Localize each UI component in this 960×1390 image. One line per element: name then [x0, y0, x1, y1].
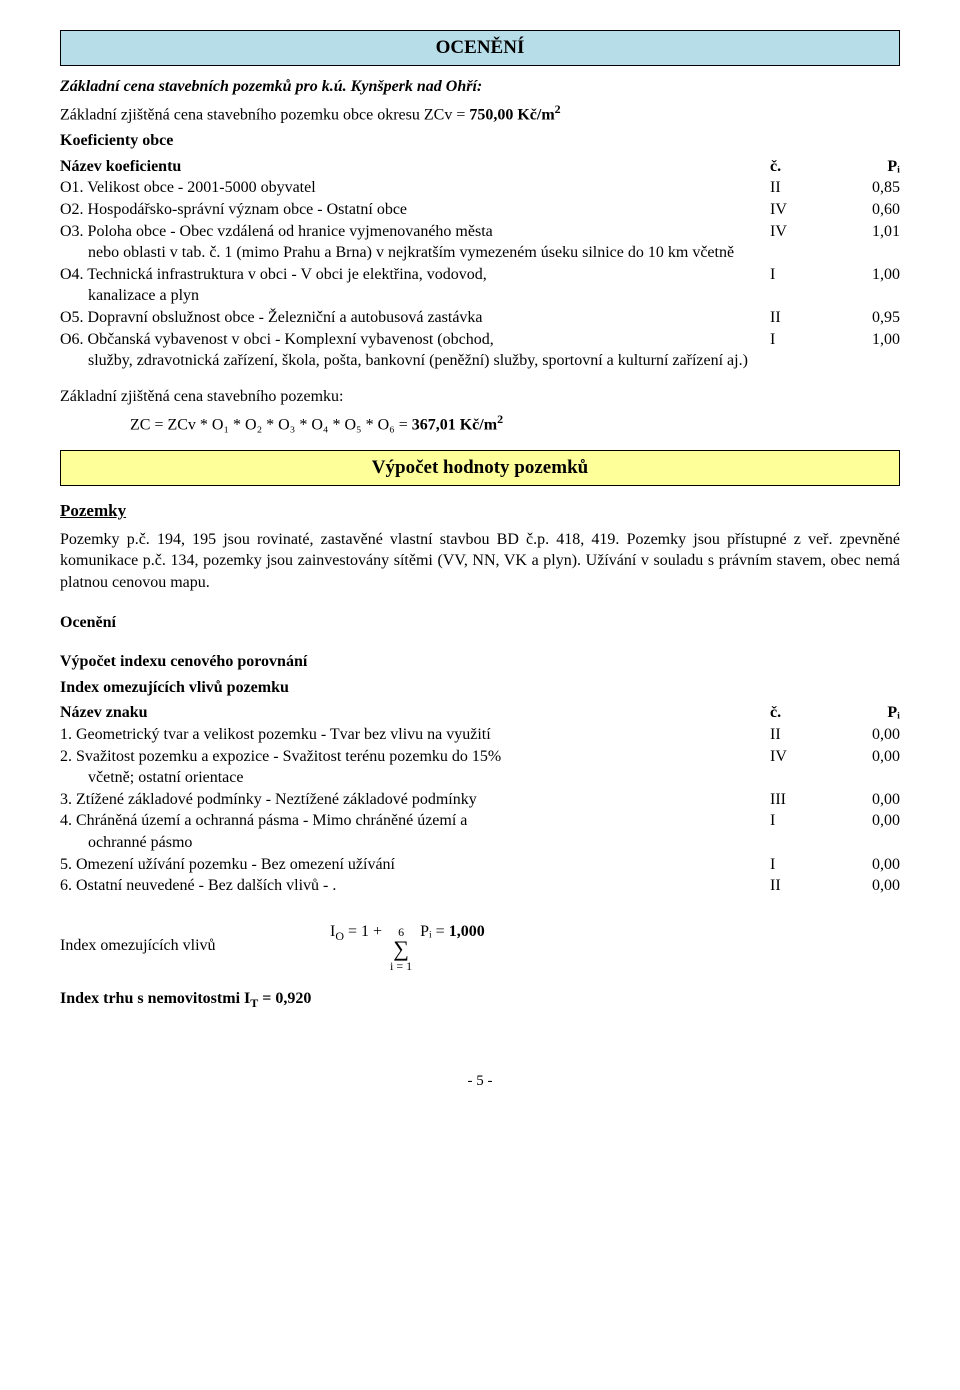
sigma-symbol: ∑: [393, 938, 409, 960]
table-row: O1. Velikost obce - 2001-5000 obyvatelII…: [60, 177, 900, 199]
znak-header-p: Pᵢ: [840, 702, 900, 724]
row-c: IV: [770, 746, 840, 768]
table-row: 2. Svažitost pozemku a expozice - Svažit…: [60, 746, 900, 768]
row-name: 6. Ostatní neuvedené - Bez dalších vlivů…: [60, 875, 770, 897]
koef-header-c: č.: [770, 156, 840, 178]
table-row: O2. Hospodářsko-správní význam obce - Os…: [60, 199, 900, 221]
row-name: 1. Geometrický tvar a velikost pozemku -…: [60, 724, 770, 746]
sigma-lead: Index omezujících vlivů: [60, 935, 330, 957]
row-p: 1,01: [840, 221, 900, 243]
table-row: 6. Ostatní neuvedené - Bez dalších vlivů…: [60, 875, 900, 897]
sigma-bottom: i = 1: [390, 960, 412, 972]
row-name: O3. Poloha obce - Obec vzdálená od hrani…: [60, 221, 770, 243]
it-a: Index trhu s nemovitostmi I: [60, 990, 250, 1007]
sigma-mid: = 1 +: [344, 923, 386, 940]
koef-rows: O1. Velikost obce - 2001-5000 obyvatelII…: [60, 177, 900, 371]
row-name: 2. Svažitost pozemku a expozice - Svažit…: [60, 746, 770, 768]
znak-header-row: Název znaku č. Pᵢ: [60, 702, 900, 724]
pozemky-heading: Pozemky: [60, 500, 900, 523]
row-p: 0,00: [840, 854, 900, 876]
formula-zc-a: ZC = ZCv * O₁ * O₂ * O₃ * O₄ * O₅ * O₆ =: [130, 417, 412, 434]
row-c: I: [770, 810, 840, 832]
row-c: II: [770, 177, 840, 199]
table-row: 5. Omezení užívání pozemku - Bez omezení…: [60, 854, 900, 876]
row-name-cont: ochranné pásmo: [60, 832, 900, 854]
row-name-cont: včetně; ostatní orientace: [60, 767, 900, 789]
sigma-val: 1,000: [449, 923, 485, 940]
row-name: O6. Občanská vybavenost v obci - Komplex…: [60, 329, 770, 351]
znak-header-c: č.: [770, 702, 840, 724]
row-c: IV: [770, 199, 840, 221]
row-c: II: [770, 875, 840, 897]
znak-rows: 1. Geometrický tvar a velikost pozemku -…: [60, 724, 900, 897]
koef-header-name: Název koeficientu: [60, 156, 770, 178]
formula-zc-b: 367,01 Kč/m: [412, 417, 497, 434]
row-name: 5. Omezení užívání pozemku - Bez omezení…: [60, 854, 770, 876]
table-row: 3. Ztížené základové podmínky - Neztížen…: [60, 789, 900, 811]
row-c: III: [770, 789, 840, 811]
formula-zc-expr: ZC = ZCv * O₁ * O₂ * O₃ * O₄ * O₅ * O₆ =…: [60, 411, 900, 436]
row-name-cont: nebo oblasti v tab. č. 1 (mimo Prahu a B…: [60, 242, 900, 264]
row-name-cont: kanalizace a plyn: [60, 285, 900, 307]
formula-zc: Základní zjištěná cena stavebního pozemk…: [60, 386, 900, 437]
koef-header-row: Název koeficientu č. Pᵢ: [60, 156, 900, 178]
oceneni-sub1: Výpočet indexu cenového porovnání: [60, 651, 900, 673]
line-zcv-val: 750,00 Kč/m: [469, 107, 554, 124]
table-row: O6. Občanská vybavenost v obci - Komplex…: [60, 329, 900, 351]
koef-obce-label: Koeficienty obce: [60, 130, 900, 152]
znak-header-name: Název znaku: [60, 702, 770, 724]
row-c: IV: [770, 221, 840, 243]
row-p: 1,00: [840, 329, 900, 351]
row-c: I: [770, 854, 840, 876]
page-footer: - 5 -: [60, 1071, 900, 1091]
row-c: II: [770, 724, 840, 746]
table-row: 1. Geometrický tvar a velikost pozemku -…: [60, 724, 900, 746]
sigma-stack: 6∑i = 1: [390, 926, 412, 972]
row-name-cont: služby, zdravotnická zařízení, škola, po…: [60, 350, 900, 372]
row-name: O5. Dopravní obslužnost obce - Železničn…: [60, 307, 770, 329]
formula-zc-lead: Základní zjištěná cena stavebního pozemk…: [60, 386, 900, 408]
row-p: 0,85: [840, 177, 900, 199]
row-p: 0,00: [840, 875, 900, 897]
banner-oceneni: OCENĚNÍ: [60, 30, 900, 66]
sigma-body: IO = 1 + 6∑i = 1 Pᵢ = 1,000: [330, 921, 485, 972]
row-c: I: [770, 264, 840, 286]
row-p: 0,00: [840, 789, 900, 811]
it-line: Index trhu s nemovitostmi IT = 0,920: [60, 988, 900, 1011]
line-zcv-text: Základní zjištěná cena stavebního pozemk…: [60, 107, 469, 124]
banner-vypocet: Výpočet hodnoty pozemků: [60, 450, 900, 486]
row-p: 0,00: [840, 810, 900, 832]
oceneni-sub2: Index omezujících vlivů pozemku: [60, 677, 900, 699]
row-name: O1. Velikost obce - 2001-5000 obyvatel: [60, 177, 770, 199]
row-p: 0,95: [840, 307, 900, 329]
row-p: 0,60: [840, 199, 900, 221]
oceneni-heading: Ocenění: [60, 612, 900, 634]
row-name: O2. Hospodářsko-správní význam obce - Os…: [60, 199, 770, 221]
row-p: 0,00: [840, 724, 900, 746]
line-zcv: Základní zjištěná cena stavebního pozemk…: [60, 101, 900, 126]
page: OCENĚNÍ Základní cena stavebních pozemků…: [0, 0, 960, 1390]
sigma-after: Pᵢ =: [416, 923, 449, 940]
it-b: = 0,920: [258, 990, 311, 1007]
koef-header-p: Pᵢ: [840, 156, 900, 178]
line-zcv-exp: 2: [555, 102, 561, 116]
table-row: O5. Dopravní obslužnost obce - Železničn…: [60, 307, 900, 329]
section1-title: Základní cena stavebních pozemků pro k.ú…: [60, 76, 900, 98]
pozemky-para: Pozemky p.č. 194, 195 jsou rovinaté, zas…: [60, 529, 900, 594]
row-c: I: [770, 329, 840, 351]
table-row: O4. Technická infrastruktura v obci - V …: [60, 264, 900, 286]
row-name: 4. Chráněná území a ochranná pásma - Mim…: [60, 810, 770, 832]
table-row: 4. Chráněná území a ochranná pásma - Mim…: [60, 810, 900, 832]
sigma-sub: O: [335, 929, 344, 943]
sigma-formula: Index omezujících vlivů IO = 1 + 6∑i = 1…: [60, 921, 900, 972]
row-name: O4. Technická infrastruktura v obci - V …: [60, 264, 770, 286]
row-p: 1,00: [840, 264, 900, 286]
row-name: 3. Ztížené základové podmínky - Neztížen…: [60, 789, 770, 811]
row-p: 0,00: [840, 746, 900, 768]
row-c: II: [770, 307, 840, 329]
table-row: O3. Poloha obce - Obec vzdálená od hrani…: [60, 221, 900, 243]
formula-zc-exp: 2: [497, 412, 503, 426]
